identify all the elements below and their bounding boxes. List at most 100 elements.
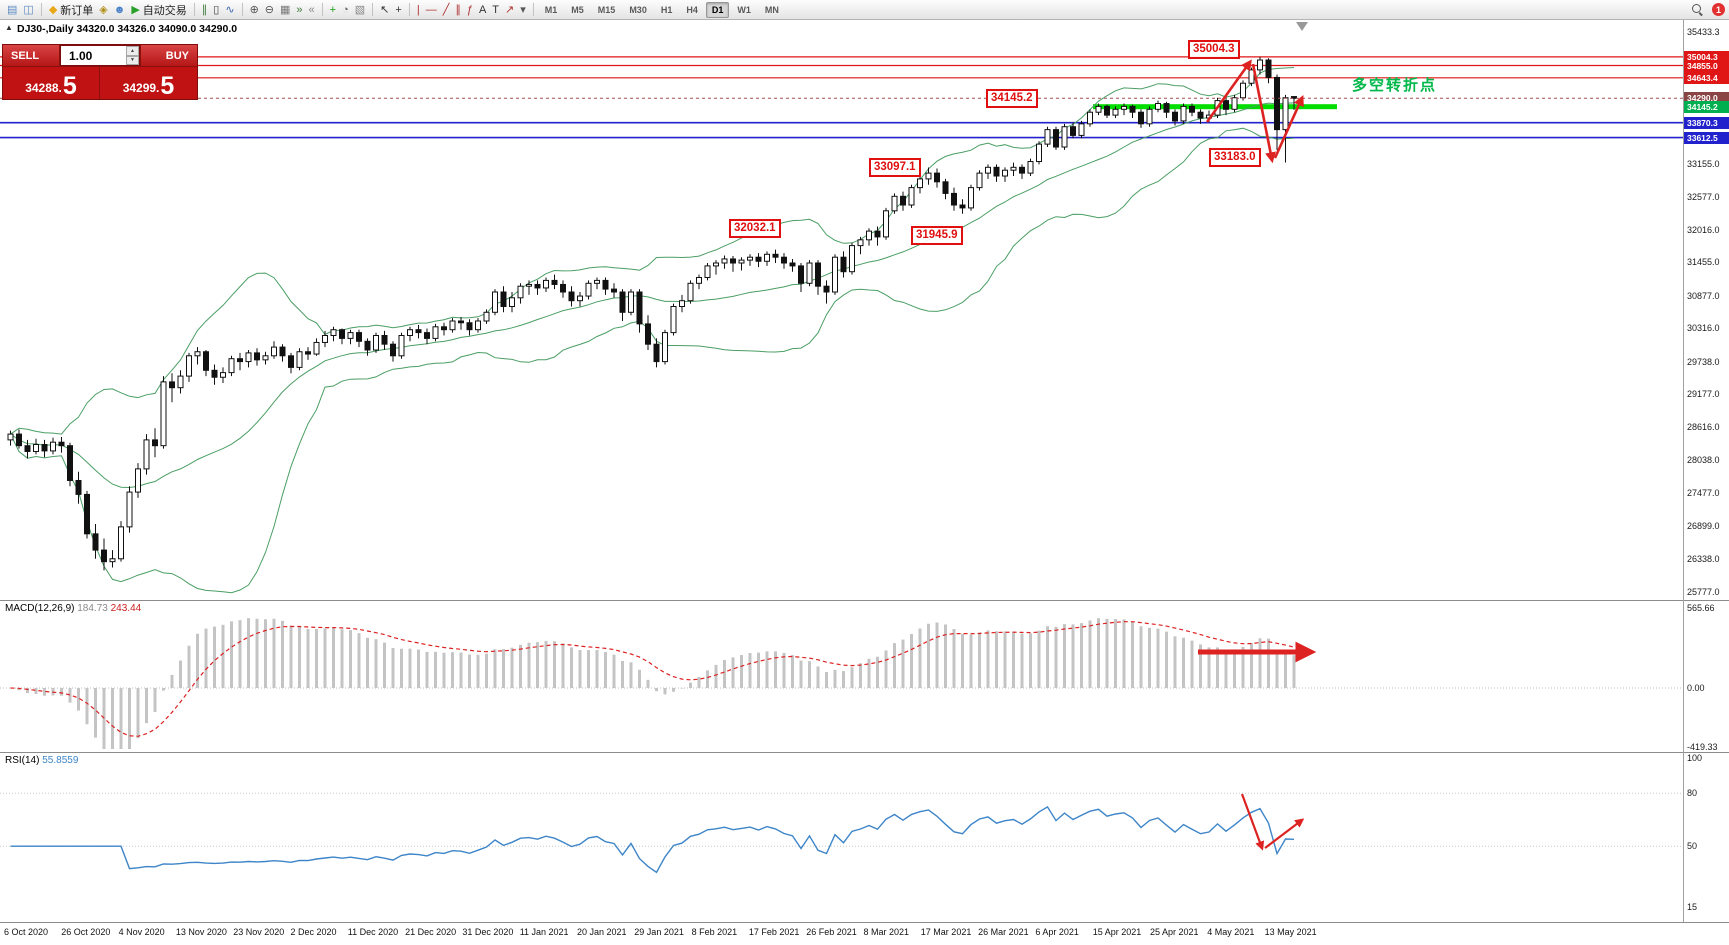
sell-price-display[interactable]: 34288. 5 — [3, 67, 100, 99]
date-axis-label: 4 Nov 2020 — [118, 927, 165, 937]
lot-spinner: ▲ ▼ — [126, 46, 139, 65]
date-axis-label: 26 Feb 2021 — [806, 927, 857, 937]
search-button[interactable] — [1688, 1, 1707, 19]
buy-price-display[interactable]: 34299. 5 — [100, 67, 197, 99]
price-scale-label: 35433.3 — [1687, 26, 1720, 37]
crosshair-icon[interactable]: + — [392, 1, 404, 19]
channel-icon[interactable]: ∥ — [452, 1, 464, 19]
metaeditor-icon[interactable]: ◈ — [96, 1, 110, 19]
bar-chart-mode-icon-glyph: ∥ — [201, 3, 208, 16]
sell-price-main: 34288. — [25, 81, 62, 95]
zoom-in-icon[interactable]: ⊕ — [247, 1, 262, 19]
sell-price-pip: 5 — [62, 72, 77, 100]
autotrading-button-label: 自动交易 — [142, 4, 187, 17]
date-axis-label: 13 May 2021 — [1264, 927, 1317, 937]
objects-dropdown-icon-glyph: ▾ — [520, 3, 526, 16]
fibonacci-icon-glyph: ƒ — [466, 3, 473, 16]
price-annotation-box[interactable]: 31945.9 — [911, 226, 963, 245]
objects-dropdown-icon[interactable]: ▾ — [517, 1, 529, 19]
new-chart-icon-glyph: ▤ — [7, 3, 18, 16]
date-axis-label: 11 Dec 2020 — [347, 927, 399, 937]
date-axis-label: 13 Nov 2020 — [175, 927, 227, 937]
one-click-panel-toggle-icon[interactable]: ▲ — [5, 23, 13, 32]
horizontal-line-icon[interactable]: — — [423, 1, 440, 19]
notification-badge[interactable]: 1 — [1712, 3, 1725, 16]
timeframe-mn-button[interactable]: MN — [764, 4, 779, 15]
new-order-button[interactable]: ◆ 新订单 — [46, 1, 96, 19]
timeframe-d1-button[interactable]: D1 — [705, 1, 730, 18]
lot-decrease-button[interactable]: ▼ — [126, 55, 139, 65]
cursor-icon[interactable]: ↖ — [377, 1, 392, 19]
trend-annotation-text[interactable]: 多空转折点 — [1352, 77, 1438, 94]
timeframe-m15-button[interactable]: M15 — [597, 4, 616, 15]
price-scale-label: 32577.0 — [1687, 192, 1720, 203]
lot-input[interactable] — [61, 46, 126, 65]
rsi-scale-label: 50 — [1687, 840, 1698, 851]
new-chart-icon[interactable]: ▤ — [4, 1, 20, 19]
zoom-out-icon[interactable]: ⊖ — [262, 1, 277, 19]
metaeditor-icon-glyph: ◈ — [99, 3, 108, 16]
macd-panel-separator[interactable] — [0, 600, 1729, 601]
date-axis-label: 8 Mar 2021 — [863, 927, 910, 937]
toolbar-right: 1 — [1688, 1, 1725, 19]
vertical-line-icon[interactable]: | — [414, 1, 423, 19]
price-annotation-box[interactable]: 32032.1 — [729, 219, 781, 238]
date-axis-label: 17 Mar 2021 — [920, 927, 972, 937]
profiles-icon-glyph: ◫ — [23, 3, 34, 16]
label-icon[interactable]: T — [489, 1, 502, 19]
price-scale-label: 33155.0 — [1687, 158, 1720, 169]
fibonacci-icon[interactable]: ƒ — [464, 1, 476, 19]
date-axis-label: 31 Dec 2020 — [462, 927, 514, 937]
rsi-panel-separator[interactable] — [0, 752, 1729, 753]
timeframe-m30-button[interactable]: M30 — [629, 4, 647, 15]
crosshair-icon-glyph: + — [395, 3, 402, 16]
price-scale-tag: 33870.3 — [1684, 116, 1729, 129]
auto-scroll-icon-glyph: » — [296, 3, 303, 16]
price-annotation-box[interactable]: 33097.1 — [869, 158, 921, 177]
price-scale-label: 28038.0 — [1687, 455, 1720, 466]
arrows-icon[interactable]: ↗ — [502, 1, 517, 19]
price-scale-label: 31455.0 — [1687, 257, 1720, 268]
bar-chart-mode-icon[interactable]: ∥ — [199, 1, 211, 19]
profiles-icon[interactable]: ◫ — [20, 1, 36, 19]
toolbar-separator — [408, 3, 410, 16]
price-annotation-box[interactable]: 34145.2 — [986, 89, 1038, 108]
zoom-in-icon-glyph: ⊕ — [249, 3, 259, 16]
auto-scroll-icon[interactable]: » — [293, 1, 305, 19]
community-icon[interactable]: ☻ — [111, 1, 129, 19]
price-scale-border[interactable] — [1683, 20, 1684, 922]
timeframe-m5-button[interactable]: M5 — [571, 4, 584, 15]
autotrading-button[interactable]: ▶ 自动交易 — [128, 1, 189, 19]
date-axis-label: 26 Oct 2020 — [61, 927, 111, 937]
text-icon[interactable]: A — [476, 1, 489, 19]
channel-icon-glyph: ∥ — [455, 3, 461, 16]
price-scale-tag: 34643.4 — [1684, 71, 1729, 84]
sell-button[interactable]: SELL — [3, 45, 60, 66]
price-annotation-box[interactable]: 33183.0 — [1209, 148, 1261, 167]
indicators-icon[interactable]: + — [327, 1, 339, 19]
tile-windows-icon[interactable]: ▦ — [277, 1, 293, 19]
templates-icon[interactable]: ▧ — [352, 1, 368, 19]
rsi-scale-label: 15 — [1687, 902, 1698, 913]
buy-button[interactable]: BUY — [140, 45, 197, 66]
timeframe-m1-button[interactable]: M1 — [544, 4, 558, 15]
line-chart-mode-icon[interactable]: ∿ — [222, 1, 237, 19]
macd-scale-label: -419.33 — [1687, 741, 1718, 752]
toolbar: ▤ ◫ ◆ 新订单 ◈ ☻ ▶ 自动交易 ∥ ▯ ∿ ⊕ ⊖ ▦» «+ ◔ ▧ ↖ + | — ╱ ∥ ƒ A T ↗ ▾ M1 M5 M… — [0, 0, 1729, 20]
trendline-icon[interactable]: ╱ — [440, 1, 453, 19]
price-scale-label: 28616.0 — [1687, 421, 1720, 432]
price-scale-tag: 34855.0 — [1684, 59, 1729, 72]
macd-signal-value: 243.44 — [110, 603, 142, 614]
date-axis-label: 21 Dec 2020 — [405, 927, 457, 937]
periods-icon[interactable]: ◔ — [339, 1, 352, 19]
price-annotation-box[interactable]: 35004.3 — [1188, 40, 1240, 59]
line-chart-mode-icon-glyph: ∿ — [225, 3, 235, 16]
timeframe-h4-button[interactable]: H4 — [686, 4, 698, 15]
lot-increase-button[interactable]: ▲ — [126, 46, 139, 56]
timeframe-h1-button[interactable]: H1 — [660, 4, 673, 15]
buy-price-main: 34299. — [122, 81, 160, 95]
chart-shift-icon[interactable]: « — [306, 1, 318, 19]
timeframe-w1-button[interactable]: W1 — [737, 4, 751, 15]
candlestick-mode-icon[interactable]: ▯ — [210, 1, 222, 19]
